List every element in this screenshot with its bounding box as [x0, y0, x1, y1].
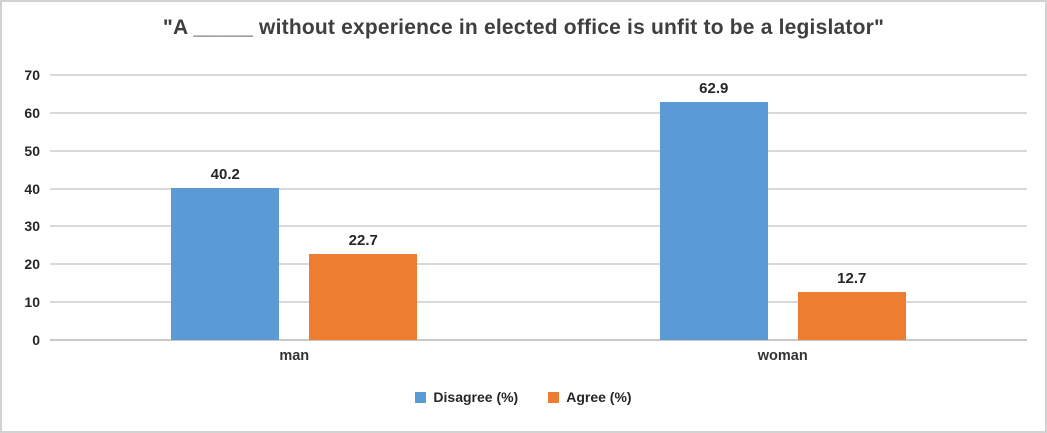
y-tick-label-0: 0 [32, 332, 40, 348]
gridline-0 [50, 339, 1027, 341]
y-tick-label-40: 40 [24, 180, 40, 197]
data-label: 40.2 [210, 166, 240, 183]
data-label: 12.7 [837, 270, 867, 287]
bar-disagree-woman: 62.9 [659, 80, 768, 340]
legend-swatch-icon [548, 391, 560, 403]
gridline-50 [50, 149, 1027, 152]
y-tick-label-50: 50 [24, 142, 40, 159]
gridline-10 [50, 301, 1027, 304]
gridline-40 [50, 187, 1027, 190]
data-label: 22.7 [348, 232, 378, 249]
gridline-70 [50, 74, 1027, 76]
x-tick-label-man: man [279, 348, 310, 364]
bar-group-woman: 62.9 12.7 [659, 80, 906, 340]
legend-swatch-icon [415, 391, 427, 403]
bar-agree-woman: 12.7 [797, 270, 906, 340]
legend-label: Agree (%) [566, 389, 632, 405]
x-tick-label-woman: woman [757, 348, 808, 364]
y-tick-label-60: 60 [24, 104, 40, 121]
bar-group-man: 40.2 22.7 [171, 166, 418, 340]
y-tick-label-20: 20 [24, 256, 40, 273]
y-tick-label-70: 70 [24, 67, 40, 83]
bar-disagree-man: 40.2 [171, 166, 280, 340]
data-label: 62.9 [699, 80, 729, 97]
y-tick-label-10: 10 [24, 294, 40, 311]
legend-label: Disagree (%) [433, 389, 519, 405]
gridline-20 [50, 263, 1027, 266]
legend-item-agree: Agree (%) [548, 389, 632, 405]
legend: Disagree (%) Agree (%) [2, 390, 1045, 404]
gridline-30 [50, 225, 1027, 228]
bar-agree-man: 22.7 [309, 232, 418, 340]
chart-title: "A _____ without experience in elected o… [162, 16, 885, 39]
y-tick-label-30: 30 [24, 218, 40, 235]
plot-area: 40.2 22.7 62.9 12.7 [50, 74, 1027, 341]
gridline-60 [50, 111, 1027, 114]
legend-item-disagree: Disagree (%) [415, 390, 518, 404]
